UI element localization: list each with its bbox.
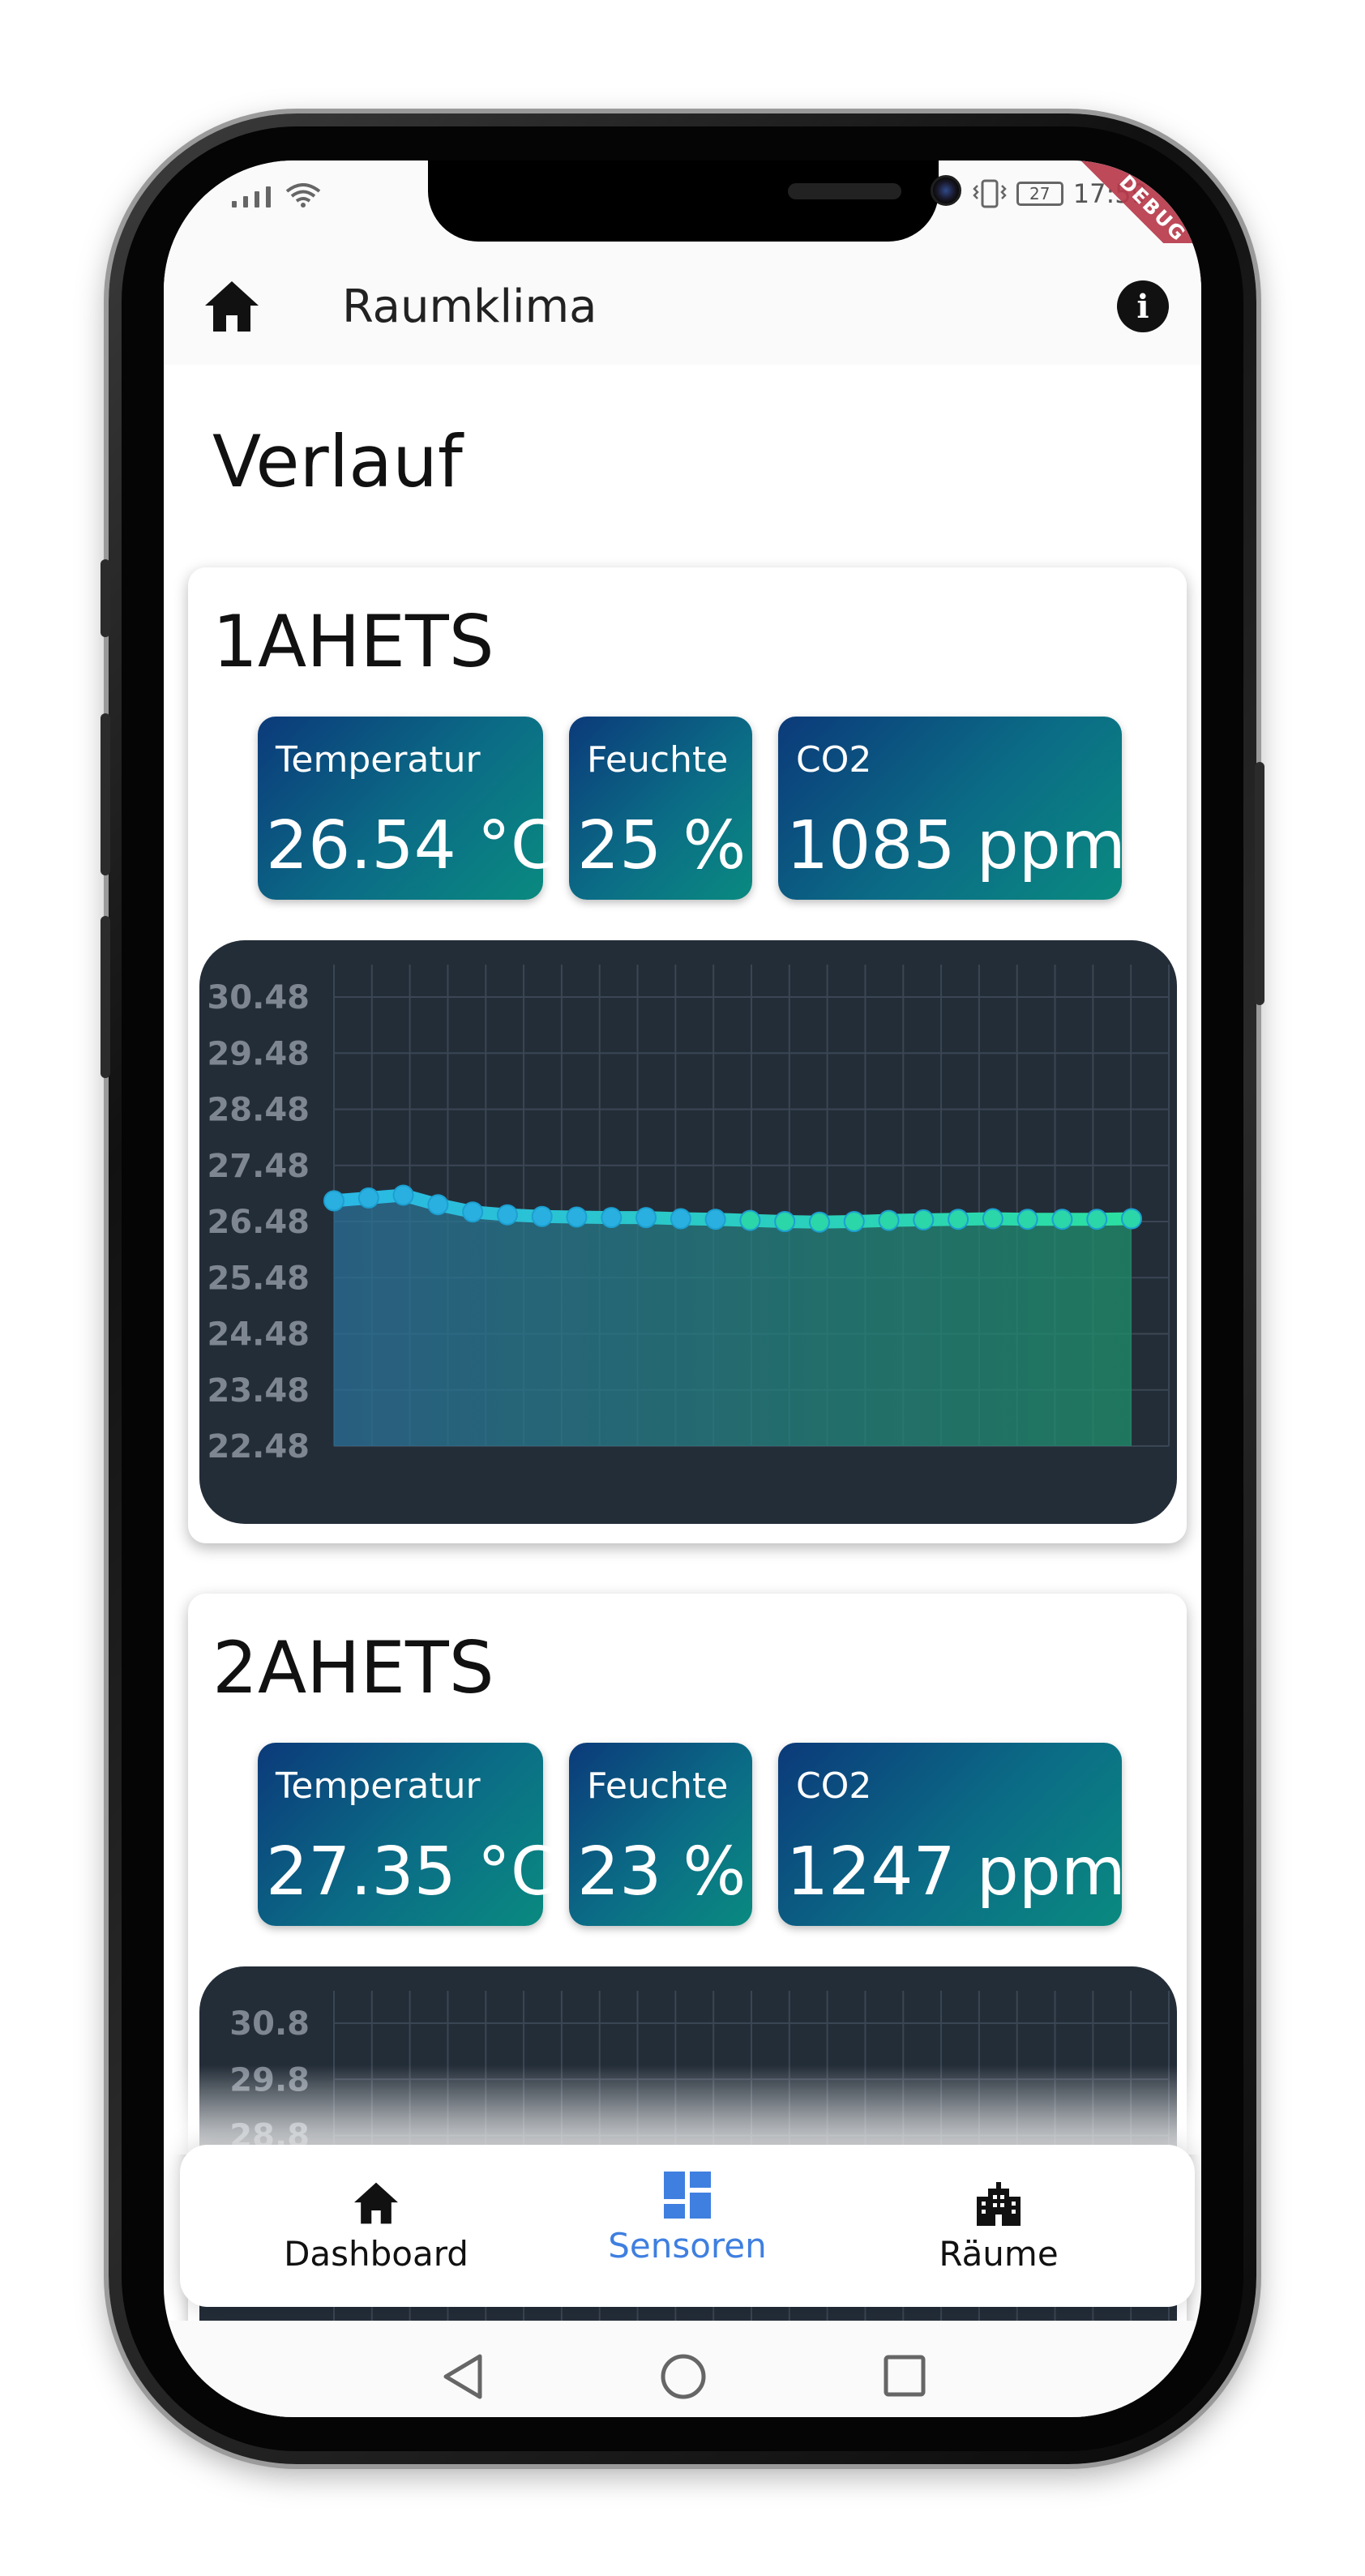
room-card-1ahets: 1AHETS Temperatur 26.54 °C Feuchte 25 % … [188, 567, 1187, 1543]
app-title: Raumklima [342, 280, 597, 333]
status-bar: 27 17:59 DEBUG [164, 160, 1201, 295]
home-button[interactable] [201, 276, 263, 337]
side-button-power [1255, 762, 1264, 1005]
co2-metric: CO2 1247 ppm [778, 1743, 1126, 1926]
data-point [878, 1209, 900, 1231]
status-left [232, 183, 321, 208]
home-icon [205, 281, 259, 332]
vibrate-icon [973, 179, 1007, 208]
series-area [334, 1195, 1132, 1446]
wifi-icon [285, 183, 321, 208]
side-button-volume-down [101, 916, 110, 1078]
data-point [392, 1184, 414, 1206]
co2-metric: CO2 1085 ppm [778, 717, 1126, 900]
signal-bar [243, 196, 248, 208]
system-navigation-bar [164, 2321, 1201, 2417]
info-button[interactable]: i [1117, 280, 1169, 332]
home-circle-icon[interactable] [660, 2353, 707, 2400]
screen: 27 17:59 DEBUG Raumklima i Verlauf 1AHET… [164, 160, 1201, 2417]
battery-level: 27 [1029, 184, 1050, 203]
metric-value: 25 % [577, 807, 747, 884]
nav-item-dashboard[interactable]: Dashboard [271, 2177, 481, 2283]
temperature-metric: Temperatur 27.35 °C [258, 1743, 557, 1926]
data-point [323, 1190, 344, 1212]
metric-label: CO2 [796, 1765, 872, 1807]
dashboard-grid-icon [664, 2172, 711, 2219]
camera [931, 175, 961, 206]
data-point [948, 1209, 969, 1230]
temperature-chart-svg: 30.48 29.48 28.48 27.48 26.48 25.48 24.48 23.48… [207, 965, 1170, 1466]
nav-label: Räume [939, 2234, 1059, 2274]
data-point [566, 1206, 588, 1228]
metric-value: 23 % [577, 1834, 747, 1911]
data-point [843, 1211, 865, 1232]
humidity-metric: Feuchte 23 % [569, 1743, 752, 1926]
scroll-fade [164, 2065, 1201, 2155]
temperature-metric: Temperatur 26.54 °C [258, 717, 557, 900]
humidity-metric: Feuchte 25 % [569, 717, 752, 900]
data-point [357, 1187, 379, 1209]
metric-value: 1247 ppm [786, 1834, 1126, 1911]
y-tick-label: 23.48 [207, 1372, 310, 1410]
data-point [982, 1208, 1003, 1230]
nav-item-sensoren[interactable]: Sensoren [582, 2169, 793, 2274]
data-point [1121, 1208, 1142, 1230]
metric-value: 26.54 °C [266, 807, 558, 884]
y-tick-label: 27.48 [207, 1148, 310, 1185]
data-point [739, 1209, 761, 1231]
y-tick-label: 24.48 [207, 1316, 310, 1354]
y-tick-label: 22.48 [207, 1428, 310, 1466]
y-tick-label: 28.48 [207, 1092, 310, 1129]
y-tick-label: 26.48 [207, 1204, 310, 1241]
data-point [1016, 1209, 1038, 1230]
data-point [808, 1211, 830, 1233]
home-icon [354, 2182, 398, 2224]
speaker [788, 183, 901, 199]
nav-label: Sensoren [608, 2226, 767, 2266]
building-icon [977, 2182, 1021, 2226]
metric-value: 1085 ppm [786, 807, 1126, 884]
y-tick-label: 29.48 [207, 1035, 310, 1072]
data-point [496, 1204, 518, 1226]
data-point [531, 1205, 553, 1227]
y-tick-label: 30.8 [229, 2005, 310, 2043]
temperature-chart: 30.48 29.48 28.48 27.48 26.48 25.48 24.48 23.48… [199, 940, 1177, 1524]
signal-icon [232, 201, 237, 208]
y-tick-label: 30.48 [207, 979, 310, 1016]
recents-icon[interactable] [884, 2355, 926, 2397]
data-point [704, 1209, 726, 1230]
data-point [635, 1207, 657, 1229]
bottom-navigation: Dashboard Sensoren [180, 2145, 1195, 2307]
data-point [774, 1211, 796, 1232]
signal-bar [255, 191, 259, 208]
y-tick-label: 25.48 [207, 1260, 310, 1297]
data-point [462, 1201, 484, 1223]
data-point [670, 1208, 691, 1230]
room-name: 2AHETS [212, 1626, 494, 1709]
metric-label: Feuchte [587, 1765, 729, 1807]
info-icon: i [1136, 287, 1149, 326]
battery-icon: 27 [1016, 182, 1063, 206]
back-icon[interactable] [441, 2353, 485, 2400]
data-point [427, 1194, 449, 1216]
metric-label: Temperatur [276, 1765, 481, 1807]
data-point [601, 1207, 623, 1229]
data-point [1051, 1209, 1073, 1230]
room-name: 1AHETS [212, 600, 494, 683]
notch [428, 160, 961, 242]
metric-label: CO2 [796, 739, 872, 781]
signal-bar [266, 186, 271, 208]
metric-label: Temperatur [276, 739, 481, 781]
side-button-volume-up [101, 713, 110, 875]
data-point [1086, 1209, 1108, 1230]
app-bar: Raumklima i [164, 243, 1201, 365]
nav-item-raeume[interactable]: Räume [893, 2177, 1104, 2283]
metric-label: Feuchte [587, 739, 729, 781]
side-button-action [101, 559, 110, 637]
data-point [913, 1209, 935, 1230]
metric-value: 27.35 °C [266, 1834, 558, 1911]
page-title: Verlauf [212, 420, 463, 503]
nav-label: Dashboard [284, 2234, 469, 2274]
